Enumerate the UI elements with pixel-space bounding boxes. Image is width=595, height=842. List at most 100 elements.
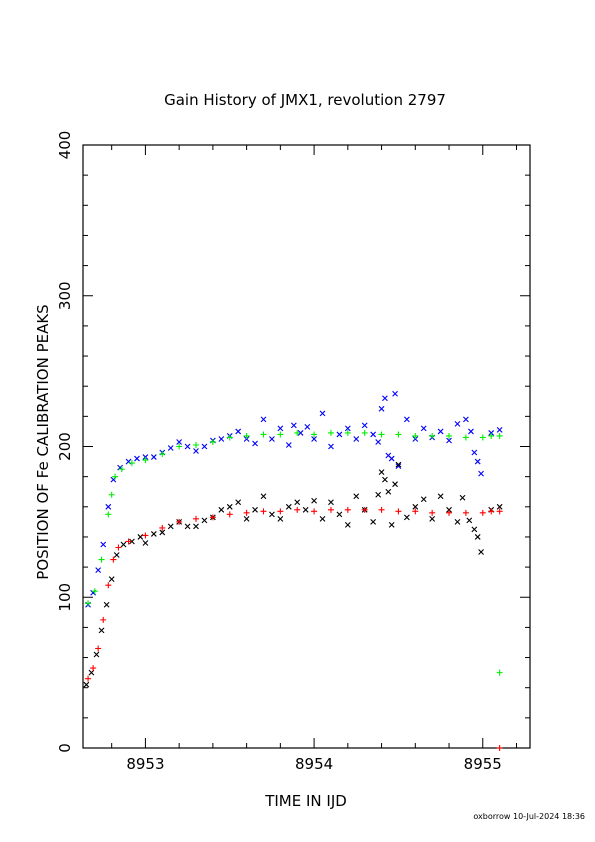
data-point [446,432,453,439]
data-point [176,439,183,445]
data-point [108,576,115,583]
data-point [471,449,478,456]
data-point [395,461,402,468]
data-point [459,494,466,501]
data-point [243,432,250,439]
data-point [167,445,174,451]
data-point [90,665,97,672]
data-point [150,454,157,460]
data-point [378,469,385,476]
data-point [370,431,377,438]
data-point [496,427,503,433]
x-axis-label: TIME IN IJD [264,792,347,810]
data-point [488,430,495,436]
data-point [344,425,351,432]
data-point [125,538,132,545]
data-point [95,567,102,574]
data-point [159,524,166,531]
data-point [193,441,200,448]
data-point [260,508,267,515]
data-point [129,538,135,545]
data-point [176,443,183,450]
data-point [478,549,484,555]
chart-title: Gain History of JMX1, revolution 2797 [164,91,446,109]
data-point [370,518,377,525]
data-point [150,531,157,537]
data-point [302,506,309,513]
data-point [311,497,317,504]
data-point [311,508,318,515]
data-point [193,448,199,454]
data-point [193,515,200,522]
data-point [462,509,469,516]
series-x-0000ff [85,390,503,608]
data-point [388,522,395,528]
data-point [193,523,199,530]
data-point [252,506,258,513]
data-point [395,508,402,515]
data-point [167,523,174,530]
data-point [478,470,484,477]
data-point [353,436,360,442]
data-point [235,428,242,435]
data-point [142,457,149,464]
data-point [488,432,495,439]
data-point [344,522,351,528]
data-point [311,431,318,438]
data-point [496,432,503,439]
data-point [378,405,385,412]
data-point [110,556,117,563]
data-point [277,431,284,438]
data-point [429,432,436,439]
data-point [120,541,127,548]
data-point [294,506,301,513]
data-point [85,600,92,607]
series-plus-00ee00 [85,429,503,676]
data-point [252,440,258,447]
data-point [466,517,473,524]
y-tick-label: 100 [56,583,74,612]
data-point [412,432,419,439]
data-point [142,532,149,539]
data-point [128,460,135,467]
data-point [496,745,503,751]
axis-ticks [83,144,530,749]
data-point [134,455,140,462]
data-point [454,420,461,427]
data-point [112,473,119,480]
data-point [100,541,107,548]
data-point [115,544,122,551]
data-point [269,511,275,518]
data-point [496,503,503,510]
data-point [218,506,225,513]
data-point [319,515,326,522]
data-point [488,508,495,515]
data-point [403,514,410,521]
data-point [474,534,481,540]
data-point [260,431,267,438]
data-point [336,511,343,518]
axis-tick-labels: 0 100 200 300 400 8953 8954 8955 [56,131,502,773]
data-point [243,509,250,516]
data-point [344,429,351,436]
series-x-000000 [83,461,503,688]
data-point [294,429,301,436]
data-point [201,443,208,450]
data-point [285,503,292,510]
data-point [385,488,392,495]
data-point [260,416,267,423]
data-point [496,669,503,676]
data-point [344,506,351,513]
data-point [420,425,427,432]
data-point [201,517,208,524]
data-point [361,506,368,513]
y-tick-label: 200 [56,432,74,461]
data-point [285,442,292,448]
data-point [403,416,410,423]
data-point [327,429,334,436]
data-point [412,508,419,515]
data-point [184,523,191,530]
data-point [382,476,388,483]
data-point [479,434,486,441]
